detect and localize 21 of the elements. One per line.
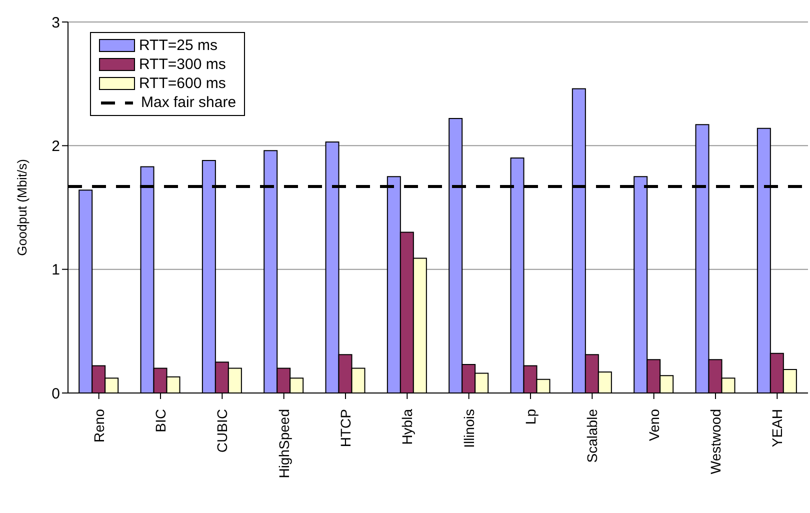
x-tick-label: Lp — [522, 408, 538, 425]
x-tick-label: BIC — [152, 409, 168, 432]
x-tick-label: Veno — [646, 408, 662, 441]
legend-label: RTT=300 ms — [139, 55, 226, 74]
x-tick-label: YEAH — [769, 409, 786, 448]
legend-label: RTT=25 ms — [139, 36, 218, 55]
y-tick-label: 0 — [52, 385, 60, 402]
x-tick-label: Hybla — [399, 408, 416, 445]
x-tick-label: CUBIC — [214, 409, 230, 453]
x-tick-label: HTCP — [337, 409, 354, 448]
legend-label: Max fair share — [141, 93, 236, 112]
x-tick-label: HighSpeed — [276, 409, 292, 478]
x-tick-label: Reno — [90, 408, 107, 442]
x-tick-label: Illinois — [460, 409, 477, 448]
legend-label: RTT=600 ms — [139, 74, 226, 93]
y-tick-label: 1 — [52, 262, 60, 279]
x-tick-label: Westwood — [707, 409, 724, 474]
y-tick-label: 3 — [52, 14, 60, 32]
y-tick-label: 2 — [52, 138, 60, 155]
x-tick-label: Scalable — [584, 408, 600, 463]
y-axis-title: Goodput (Mbit/s) — [14, 159, 30, 256]
